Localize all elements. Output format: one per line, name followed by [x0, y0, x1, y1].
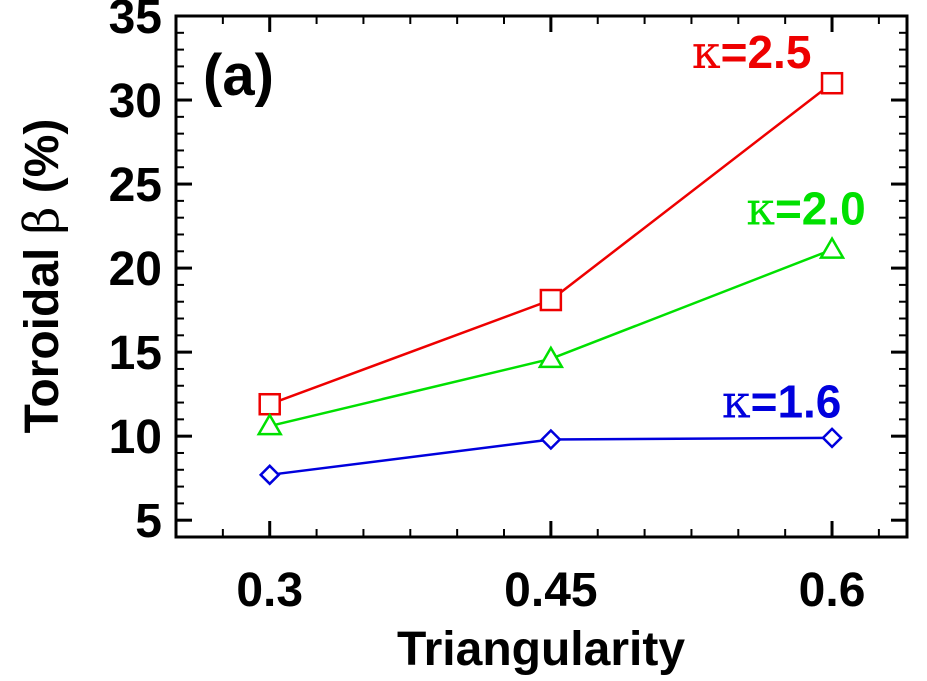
series-k16	[258, 427, 843, 486]
x-tick-label: 0.45	[504, 564, 597, 617]
y-tick-labels: 5 10 15 20 25 30 35	[109, 0, 162, 548]
series-labels: κ=2.5κ=2.0κ=1.6	[692, 25, 866, 429]
y-tick-label: 5	[135, 495, 162, 548]
series-k25	[258, 71, 844, 416]
y-tick-label: 15	[109, 327, 162, 380]
kappa-symbol: κ	[746, 181, 775, 235]
y-tick-label: 10	[109, 411, 162, 464]
data-point-square	[820, 71, 844, 95]
series-label-value: =2.5	[721, 26, 812, 78]
y-tick-label: 25	[109, 159, 162, 212]
x-axis-title: Triangularity	[397, 623, 685, 676]
series-label-k25: κ=2.5	[692, 25, 812, 79]
y-axis-title: Toroidal β (%)	[14, 119, 70, 434]
data-point-triangle	[256, 412, 283, 436]
kappa-symbol: κ	[722, 375, 751, 429]
y-tick-label: 35	[109, 0, 162, 44]
series-layer	[256, 71, 846, 486]
series-label-k16: κ=1.6	[722, 375, 842, 429]
data-point-square	[539, 288, 563, 312]
plot-frame	[174, 14, 909, 539]
major-ticks	[176, 14, 907, 537]
data-point-diamond	[540, 428, 562, 451]
series-k20	[256, 236, 846, 436]
beta-symbol: β	[14, 207, 70, 235]
y-tick-label: 30	[109, 75, 162, 128]
series-label-k20: κ=2.0	[746, 181, 866, 235]
data-point-diamond	[821, 427, 843, 449]
x-tick-labels: 0.3 0.45 0.6	[236, 564, 865, 617]
data-point-triangle	[537, 345, 565, 369]
series-label-value: =2.0	[775, 182, 866, 234]
minor-ticks	[175, 16, 907, 537]
series-label-value: =1.6	[751, 376, 842, 428]
data-point-diamond	[258, 464, 281, 486]
kappa-symbol: κ	[692, 25, 721, 79]
x-tick-label: 0.6	[799, 564, 866, 617]
y-tick-label: 20	[109, 243, 162, 296]
x-tick-label: 0.3	[236, 564, 303, 617]
panel-label: (a)	[203, 43, 274, 108]
data-point-triangle	[818, 236, 846, 259]
y-axis-title-prefix: Toroidal	[16, 234, 69, 433]
data-point-square	[258, 392, 281, 416]
y-axis-title-suffix: (%)	[16, 119, 69, 207]
